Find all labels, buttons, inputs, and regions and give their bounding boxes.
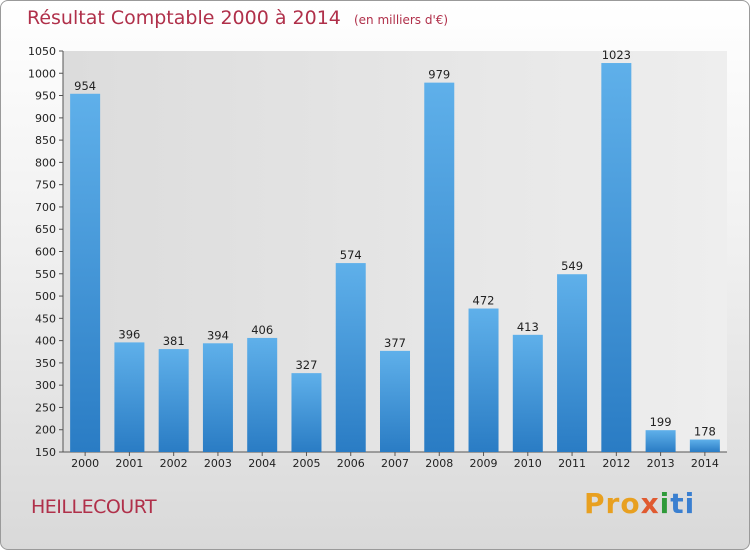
x-tick-label: 2008 (425, 457, 453, 470)
bar-2010 (512, 334, 543, 452)
bar-value-label: 574 (340, 248, 362, 262)
bar-value-label: 406 (251, 323, 273, 337)
y-tick-label: 200 (35, 424, 56, 437)
bar-value-label: 954 (74, 79, 96, 93)
y-tick-label: 350 (35, 357, 56, 370)
y-tick-label: 400 (35, 335, 56, 348)
bar-value-label: 549 (561, 259, 583, 273)
y-tick-label: 900 (35, 112, 56, 125)
x-tick-label: 2006 (337, 457, 365, 470)
bar-2005 (291, 373, 322, 452)
bar-2001 (114, 342, 145, 452)
bars-group: 954 396 381 394 406 327 574 377 979 472 413 549 1023… (70, 48, 720, 453)
y-tick-label: 600 (35, 246, 56, 259)
bar-2003 (202, 343, 233, 452)
bar-2006 (335, 263, 366, 452)
y-tick-label: 650 (35, 223, 56, 236)
y-tick-label: 150 (35, 446, 56, 459)
x-tick-label: 2005 (292, 457, 320, 470)
bar-2004 (247, 337, 278, 452)
bar-2014 (689, 439, 720, 452)
y-tick-label: 450 (35, 312, 56, 325)
y-tick-label: 700 (35, 201, 56, 214)
y-tick-label: 250 (35, 401, 56, 414)
bar-value-label: 394 (207, 328, 229, 342)
location-name: HEILLECOURT (31, 496, 157, 518)
x-tick-label: 2002 (160, 457, 188, 470)
y-tick-label: 800 (35, 156, 56, 169)
bar-2007 (380, 350, 410, 452)
bar-value-label: 979 (428, 68, 450, 82)
bar-value-label: 377 (384, 336, 406, 350)
x-tick-label: 2009 (470, 457, 498, 470)
bar-value-label: 396 (118, 327, 140, 341)
bar-2002 (158, 349, 189, 452)
x-tick-label: 2001 (115, 457, 143, 470)
proxiti-logo: Proxiti (584, 487, 696, 520)
x-tick-label: 2010 (514, 457, 542, 470)
bar-2008 (424, 82, 455, 452)
bar-value-label: 1023 (602, 48, 631, 62)
chart-title: Résultat Comptable 2000 à 2014 (27, 7, 341, 29)
y-tick-label: 300 (35, 379, 56, 392)
x-tick-label: 2011 (558, 457, 586, 470)
bar-value-label: 327 (295, 358, 317, 372)
y-tick-label: 850 (35, 134, 56, 147)
bar-2009 (468, 308, 499, 452)
y-tick-label: 500 (35, 290, 56, 303)
bar-value-label: 178 (694, 425, 716, 439)
x-tick-label: 2004 (248, 457, 276, 470)
x-tick-label: 2012 (602, 457, 630, 470)
x-tick-label: 2003 (204, 457, 232, 470)
y-tick-label: 1000 (28, 67, 56, 80)
chart-unit: (en milliers d'€) (353, 13, 449, 27)
bar-value-label: 413 (517, 320, 539, 334)
x-tick-label: 2014 (691, 457, 719, 470)
x-axis-ticks: 2000 2001 2002 2003 2004 2005 2006 2007 2008 2009… (71, 452, 719, 470)
title-row: Résultat Comptable 2000 à 2014 (en milli… (27, 7, 448, 29)
x-tick-label: 2007 (381, 457, 409, 470)
bar-2013 (645, 430, 676, 452)
y-tick-label: 1050 (28, 45, 56, 58)
y-tick-label: 950 (35, 90, 56, 103)
y-axis-ticks: 150 200 250 300 350 400 450 500 550 600 650 700 750 8… (28, 45, 63, 459)
x-tick-label: 2000 (71, 457, 99, 470)
y-tick-label: 550 (35, 268, 56, 281)
y-tick-label: 750 (35, 179, 56, 192)
bar-2012 (601, 63, 632, 452)
bar-2011 (557, 274, 588, 452)
x-tick-label: 2013 (647, 457, 675, 470)
bar-value-label: 472 (473, 294, 495, 308)
bar-value-label: 199 (650, 415, 672, 429)
bar-value-label: 381 (163, 334, 185, 348)
bar-2000 (70, 93, 101, 453)
